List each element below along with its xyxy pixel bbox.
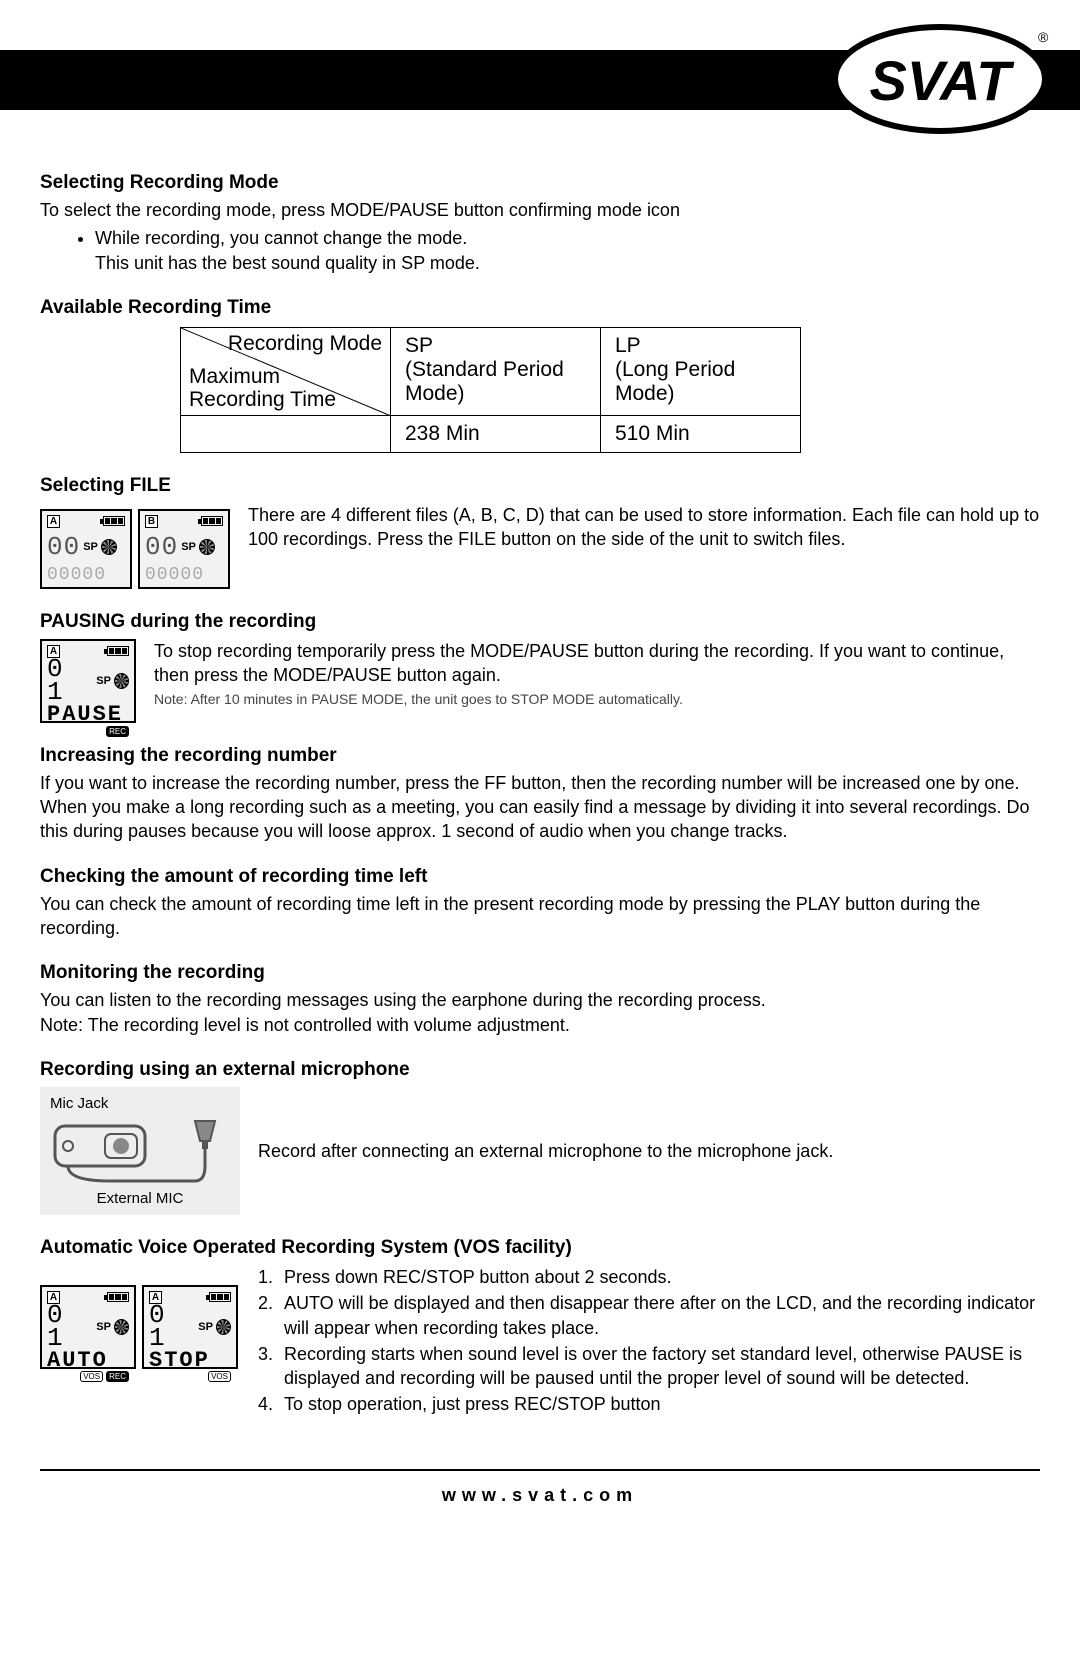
text-monitoring-2: Note: The recording level is not control…: [40, 1013, 1040, 1037]
lcd-mode: SP: [198, 1321, 213, 1333]
vos-step: To stop operation, just press REC/STOP b…: [278, 1392, 1040, 1416]
lcd-file-letter: A: [47, 515, 60, 528]
col-sp-sub: (Standard Period Mode): [405, 358, 564, 405]
mic-label-bottom: External MIC: [50, 1190, 230, 1207]
table-empty-cell: [181, 415, 391, 452]
mic-label-top: Mic Jack: [50, 1095, 230, 1112]
recording-time-table: Recording Mode Maximum Recording Time SP…: [180, 327, 801, 453]
lcd-mode: SP: [181, 541, 196, 553]
svg-text:SVAT: SVAT: [869, 49, 1015, 112]
lcd-group-file: A 00 SP 00000 B 00 SP: [40, 509, 230, 589]
battery-icon: [100, 516, 125, 526]
lcd-display: B 00 SP 00000: [138, 509, 230, 589]
table-col-sp: SP (Standard Period Mode): [391, 327, 601, 415]
bullet-list: While recording, you cannot change the m…: [95, 226, 1040, 250]
mic-diagram: Mic Jack External MIC: [40, 1087, 240, 1215]
heading-selecting-mode: Selecting Recording Mode: [40, 172, 1040, 194]
text-selecting-file: There are 4 different files (A, B, C, D)…: [248, 503, 1040, 552]
battery-icon: [104, 1292, 129, 1302]
globe-icon: [199, 539, 215, 555]
lcd-word: AUTO: [47, 1351, 129, 1371]
vos-badge: VOS: [208, 1371, 231, 1382]
heading-selecting-file: Selecting FILE: [40, 475, 1040, 497]
lcd-mode: SP: [96, 675, 111, 687]
col-lp-sub: (Long Period Mode): [615, 358, 735, 405]
rec-badge: REC: [106, 1371, 129, 1382]
lcd-word: STOP: [149, 1351, 231, 1371]
lcd-mode: SP: [83, 541, 98, 553]
text-selecting-mode-intro: To select the recording mode, press MODE…: [40, 198, 1040, 222]
lcd-bottom: 00000: [145, 567, 223, 583]
heading-checking: Checking the amount of recording time le…: [40, 866, 1040, 888]
vos-steps-list: Press down REC/STOP button about 2 secon…: [278, 1265, 1040, 1419]
globe-icon: [114, 1319, 129, 1335]
note-pausing: Note: After 10 minutes in PAUSE MODE, th…: [154, 691, 1040, 707]
header-bar: SVAT ®: [0, 50, 1080, 110]
text-monitoring-1: You can listen to the recording messages…: [40, 988, 1040, 1012]
battery-icon: [104, 646, 129, 656]
text-pausing: To stop recording temporarily press the …: [154, 639, 1040, 688]
battery-icon: [206, 1292, 231, 1302]
lcd-digits: 00: [145, 536, 178, 559]
lcd-mode: SP: [96, 1321, 111, 1333]
heading-vos: Automatic Voice Operated Recording Syste…: [40, 1237, 1040, 1259]
lcd-digits: 00: [47, 536, 80, 559]
globe-icon: [101, 539, 117, 555]
vos-step: AUTO will be displayed and then disappea…: [278, 1291, 1040, 1340]
diag-bot-label-2: Recording Time: [189, 388, 336, 411]
lcd-display-pause: A 0 1 SP PAUSE REC: [40, 639, 136, 723]
heading-pausing: PAUSING during the recording: [40, 611, 1040, 633]
col-lp-title: LP: [615, 334, 641, 357]
diag-bot-label-1: Maximum: [189, 365, 280, 388]
vos-step: Press down REC/STOP button about 2 secon…: [278, 1265, 1040, 1289]
lcd-display: A 00 SP 00000: [40, 509, 132, 589]
lcd-bottom: 00000: [47, 567, 125, 583]
heading-external-mic: Recording using an external microphone: [40, 1059, 1040, 1081]
bullet-item: While recording, you cannot change the m…: [95, 226, 1040, 250]
vos-step: Recording starts when sound level is ove…: [278, 1342, 1040, 1391]
heading-available-time: Available Recording Time: [40, 297, 1040, 319]
lcd-word: PAUSE: [47, 705, 129, 725]
page-content: Selecting Recording Mode To select the r…: [0, 110, 1080, 1439]
lcd-display: A 0 1 SP STOP VOS: [142, 1285, 238, 1369]
battery-icon: [198, 516, 223, 526]
text-increasing: If you want to increase the recording nu…: [40, 771, 1040, 844]
lcd-display: A 0 1 SP AUTO VOS REC: [40, 1285, 136, 1369]
footer-url: www.svat.com: [0, 1471, 1080, 1546]
lcd-group-vos: A 0 1 SP AUTO VOS REC A: [40, 1285, 238, 1369]
lcd-digits: 0 1: [47, 1304, 93, 1351]
lcd-file-letter: B: [145, 515, 158, 528]
lcd-digits: 0 1: [149, 1304, 195, 1351]
table-val-sp: 238 Min: [391, 415, 601, 452]
text-checking: You can check the amount of recording ti…: [40, 892, 1040, 941]
diag-top-label: Recording Mode: [228, 332, 382, 355]
heading-monitoring: Monitoring the recording: [40, 962, 1040, 984]
text-subline: This unit has the best sound quality in …: [95, 251, 1040, 275]
globe-icon: [216, 1319, 231, 1335]
col-sp-title: SP: [405, 334, 433, 357]
table-col-lp: LP (Long Period Mode): [601, 327, 801, 415]
heading-increasing: Increasing the recording number: [40, 745, 1040, 767]
lcd-digits: 0 1: [47, 658, 93, 705]
text-external-mic: Record after connecting an external micr…: [258, 1139, 1040, 1163]
table-diag-header: Recording Mode Maximum Recording Time: [181, 327, 391, 415]
mic-diagram-svg: [50, 1116, 230, 1186]
globe-icon: [114, 673, 129, 689]
brand-logo: SVAT ®: [830, 22, 1050, 137]
svg-text:®: ®: [1038, 29, 1049, 45]
table-val-lp: 510 Min: [601, 415, 801, 452]
rec-badge: REC: [106, 726, 129, 737]
vos-badge: VOS: [80, 1371, 103, 1382]
